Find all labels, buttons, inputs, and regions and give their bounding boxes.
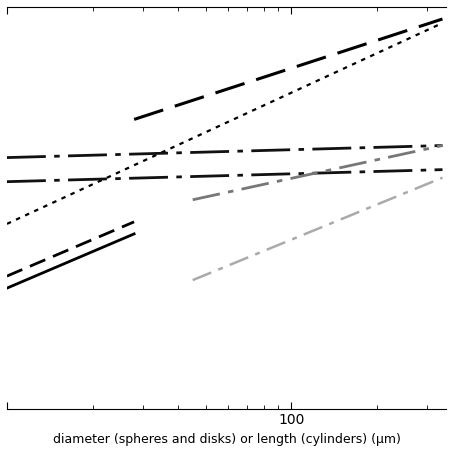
X-axis label: diameter (spheres and disks) or length (cylinders) (μm): diameter (spheres and disks) or length (…	[53, 433, 400, 446]
